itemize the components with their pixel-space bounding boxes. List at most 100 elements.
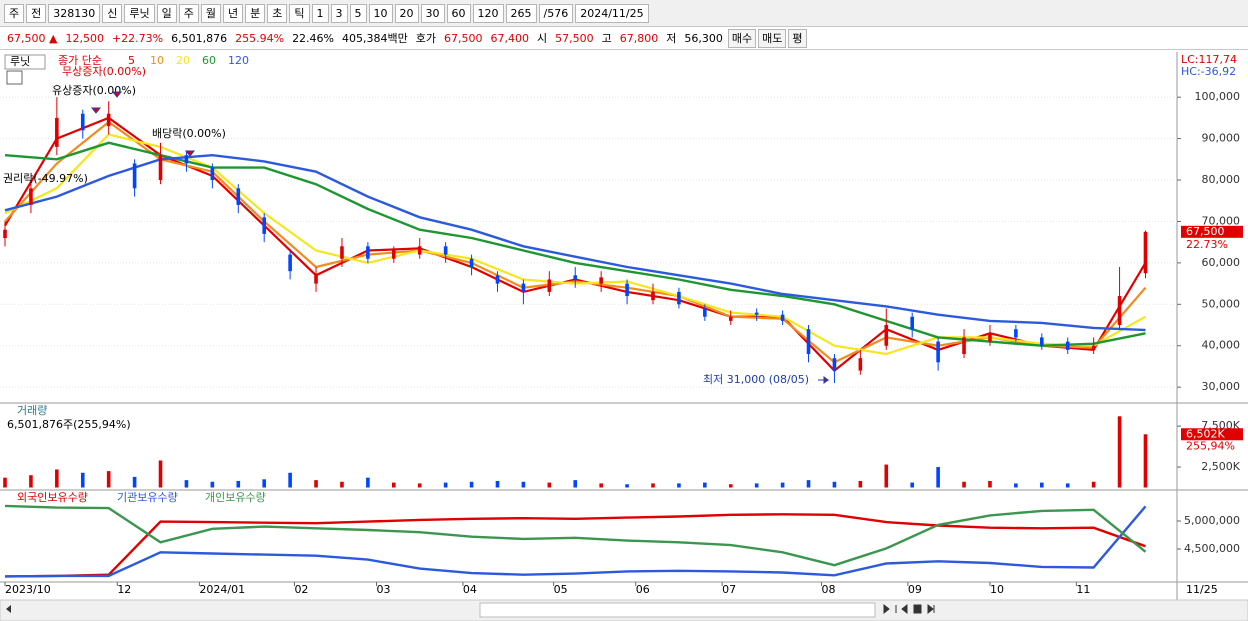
price-tag-label: 67,500 <box>1186 225 1225 238</box>
y-tick-label: 70,000 <box>1202 214 1241 227</box>
annotation: 최저 31,000 (08/05) <box>703 373 809 386</box>
candle-body <box>677 291 681 305</box>
toolbar-item[interactable]: 6,501,876 <box>168 29 231 47</box>
toolbar-item[interactable]: 67,800 <box>616 29 662 47</box>
toolbar-item[interactable]: 5 <box>349 3 367 23</box>
series-line <box>4 141 1146 347</box>
series-line <box>4 153 1146 332</box>
volume-bar <box>651 483 655 488</box>
toolbar-item[interactable]: 분 <box>245 3 266 23</box>
volume-bar <box>780 482 785 488</box>
toolbar-item[interactable]: /576 <box>538 3 574 23</box>
legend-entry: 20 <box>176 54 190 67</box>
toolbar-item[interactable]: 56,300 <box>681 29 726 47</box>
chart-title: 루닛 <box>10 55 30 68</box>
toolbar-item[interactable]: 주 <box>178 3 199 23</box>
toolbar-item[interactable]: 주 <box>4 3 25 23</box>
volume-bar <box>314 480 318 488</box>
toolbar-item[interactable]: 신 <box>102 3 123 23</box>
change-label: 22.73% <box>1186 238 1228 251</box>
toolbar-item[interactable]: 120 <box>472 3 504 23</box>
volume-title: 거래량 <box>17 404 47 417</box>
toolbar-item[interactable]: 고 <box>598 29 615 47</box>
toolbar-item[interactable]: 1 <box>311 3 329 23</box>
toolbar-item[interactable]: 22.46% <box>289 29 338 47</box>
toolbar-item[interactable]: 호가 <box>412 29 439 47</box>
volume-bar <box>677 483 681 488</box>
volume-bar <box>417 483 422 488</box>
volume-bar <box>547 482 552 488</box>
toolbar-item[interactable]: 20 <box>394 3 419 23</box>
toolbar-item[interactable]: 월 <box>200 3 221 23</box>
toolbar-item[interactable]: 30 <box>420 3 445 23</box>
toolbar-item[interactable]: 60 <box>446 3 471 23</box>
candle-body <box>314 275 318 284</box>
toolbar-item[interactable]: 57,500 <box>552 29 597 47</box>
candle-body <box>3 229 7 239</box>
x-tick-label: 04 <box>463 583 477 596</box>
toolbar-item[interactable]: 틱 <box>289 3 310 23</box>
volume-bar <box>1143 434 1148 488</box>
toolbar-item[interactable]: 매수 <box>727 28 757 48</box>
volume-bar <box>573 480 578 488</box>
settings-icon[interactable] <box>6 70 23 85</box>
candle-body <box>1040 337 1044 346</box>
toolbar-item[interactable]: 67,500 ▲ <box>4 29 61 47</box>
toolbar-item[interactable]: 전 <box>26 3 47 23</box>
volume-bar <box>884 464 889 488</box>
chart-subtitle: 종가 단순 <box>58 54 102 67</box>
candle-body <box>858 358 863 371</box>
toolbar-item[interactable]: 67,400 <box>487 29 532 47</box>
legend-entry: 120 <box>228 54 249 67</box>
toolbar-item[interactable]: 매도 <box>758 28 787 48</box>
volume-bar <box>55 469 59 488</box>
volume-tag <box>1181 428 1243 441</box>
legend-entry: 개인보유수량 <box>205 491 266 504</box>
toolbar-item[interactable]: 일 <box>156 3 177 23</box>
candle-body <box>236 188 241 205</box>
toolbar-item[interactable]: 2024/11/25 <box>575 3 649 23</box>
annotation-arrow <box>90 91 830 384</box>
price-tag <box>1181 225 1243 238</box>
legend-entry: 외국인보유수량 <box>17 491 88 504</box>
legend-entry: 10 <box>150 54 164 67</box>
x-tick-label: 02 <box>294 583 308 596</box>
volume-bar <box>210 481 215 488</box>
candle-body <box>754 312 759 315</box>
toolbar-item[interactable]: 평 <box>788 28 807 48</box>
candle-body <box>728 316 733 321</box>
candle-body <box>1014 329 1018 338</box>
toolbar-item[interactable]: 3 <box>330 3 348 23</box>
toolbar-item[interactable]: 405,384백만 <box>339 29 411 47</box>
legend-entry: 5 <box>128 54 135 67</box>
scroll-left[interactable] <box>6 605 11 613</box>
volume-bar <box>988 480 992 488</box>
volume-bar <box>236 480 241 488</box>
toolbar-item[interactable]: 67,500 <box>441 29 486 47</box>
toolbar-item[interactable]: 저 <box>663 29 680 47</box>
toolbar-item[interactable]: 265 <box>505 3 537 23</box>
x-tick-label: 05 <box>554 583 568 596</box>
volume-bar <box>106 471 111 488</box>
toolbar-item[interactable]: 255.94% <box>232 29 288 47</box>
y-tick-label: 4,500,000 <box>1184 542 1240 555</box>
toolbar-item[interactable]: 시 <box>534 29 551 47</box>
toolbar-item[interactable]: 루닛 <box>124 3 155 23</box>
toolbar-item[interactable]: 328130 <box>48 3 101 23</box>
volume-bar <box>728 484 733 488</box>
scroll-controls[interactable] <box>883 603 935 615</box>
toolbar-item[interactable]: 12,500 <box>62 29 107 47</box>
toolbar-item[interactable]: 10 <box>368 3 393 23</box>
candle-body <box>988 333 992 342</box>
scroll-thumb[interactable] <box>479 602 876 618</box>
candle-body <box>832 358 837 371</box>
toolbar-item[interactable]: 년 <box>223 3 244 23</box>
candle-body <box>521 283 526 292</box>
candle-body <box>962 337 966 355</box>
x-tick-label: 09 <box>908 583 922 596</box>
x-tick-label: 03 <box>377 583 391 596</box>
toolbar-item[interactable]: 초 <box>267 3 288 23</box>
toolbar-item[interactable]: +22.73% <box>108 29 167 47</box>
lc-label: LC:117,74 <box>1181 53 1237 66</box>
title-box <box>4 54 46 70</box>
